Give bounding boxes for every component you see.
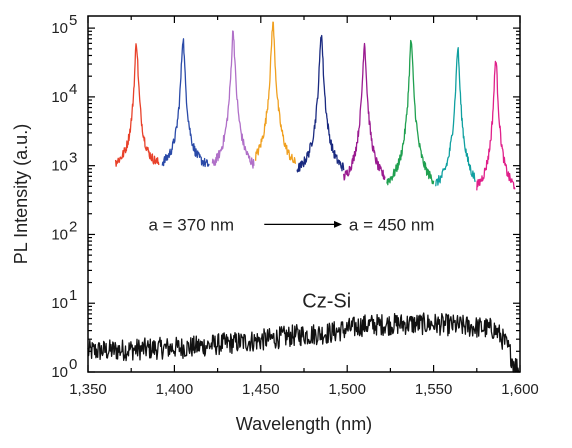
resonance-peak-9 (476, 60, 516, 191)
resonance-peak-6 (343, 42, 386, 181)
y-tick-label: 10 (51, 226, 68, 243)
annotation-layer: a = 370 nm a = 450 nm Cz-Si (148, 215, 434, 312)
y-tick-exponent: 2 (69, 218, 77, 235)
y-tick-label: 10 (51, 158, 68, 175)
x-tick-label: 1,350 (69, 381, 107, 398)
resonance-peak-2 (161, 38, 210, 168)
cz-si-series-line (87, 312, 520, 373)
x-tick-label: 1,400 (156, 381, 194, 398)
y-tick-exponent: 3 (69, 150, 77, 167)
resonance-peak-7 (386, 39, 435, 186)
y-tick-label: 10 (51, 295, 68, 312)
y-tick-exponent: 0 (69, 356, 77, 373)
y-tick-exponent: 4 (69, 81, 77, 98)
resonance-peak-8 (434, 47, 476, 187)
plot-frame (87, 15, 521, 373)
x-tick-label: 1,600 (501, 381, 539, 398)
resonance-peak-3 (211, 30, 255, 169)
x-tick-label: 1,450 (242, 381, 280, 398)
y-tick-label: 10 (51, 20, 68, 37)
y-tick-label: 10 (51, 364, 68, 381)
reference-label: Cz-Si (302, 290, 351, 312)
resonance-peak-4 (254, 21, 297, 164)
x-axis-title: Wavelength (nm) (236, 414, 372, 434)
range-start-label: a = 370 nm (148, 215, 234, 234)
y-tick-label: 10 (51, 89, 68, 106)
range-arrowhead-icon (334, 220, 343, 228)
y-tick-exponent: 1 (69, 287, 77, 304)
resonance-peak-1 (114, 43, 160, 167)
y-tick-exponent: 5 (69, 12, 77, 29)
x-tick-label: 1,550 (415, 381, 453, 398)
y-axis-title: PL Intensity (a.u.) (11, 124, 31, 264)
x-tick-label: 1,500 (328, 381, 366, 398)
range-end-label: a = 450 nm (349, 215, 435, 234)
plot-layer (87, 21, 520, 373)
resonance-peak-5 (296, 34, 345, 173)
